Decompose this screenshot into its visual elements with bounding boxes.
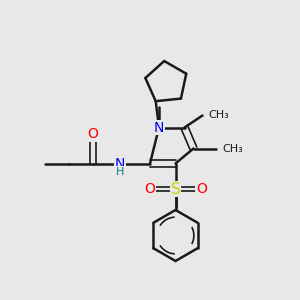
Text: N: N [154,121,164,134]
Text: N: N [115,157,125,170]
Text: H: H [116,167,124,177]
Text: CH₃: CH₃ [208,110,229,121]
Text: O: O [144,182,155,196]
Text: O: O [196,182,207,196]
Text: S: S [171,182,180,196]
Text: CH₃: CH₃ [223,143,243,154]
Text: O: O [88,127,98,141]
